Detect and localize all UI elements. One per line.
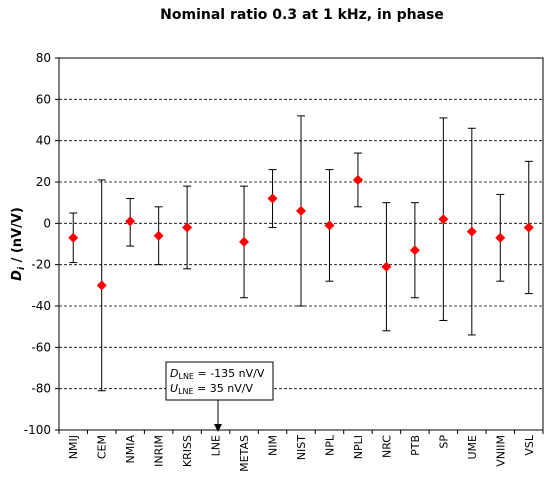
x-tick-label: METAS: [238, 435, 251, 472]
y-tick-label: 80: [36, 51, 51, 65]
annotation-arrow-head: [214, 424, 222, 432]
data-points: [68, 174, 534, 291]
data-point: [495, 232, 506, 243]
annotation-subscript-1: LNE: [178, 372, 194, 381]
y-tick-label: 20: [36, 175, 51, 189]
data-point: [296, 205, 306, 216]
annotation-line-1: DLNE = -135 nV/V: [170, 367, 265, 381]
y-tick-label: -40: [31, 299, 51, 313]
y-tick-label: 40: [36, 134, 51, 148]
x-tick-label: PTB: [409, 435, 422, 456]
x-tick-label: NPL: [323, 434, 336, 456]
data-point: [523, 222, 534, 233]
x-axis: NMIJ CEM NMIA INRIM KRISS LNE METAS NIM NIST NPL N…: [58, 430, 544, 472]
annotation-symbol-d: D: [170, 367, 178, 380]
data-point: [381, 261, 392, 272]
y-tick-label: 0: [43, 216, 51, 230]
data-point: [438, 214, 449, 225]
x-tick-label: NRC: [380, 435, 393, 458]
y-tick-label: 60: [36, 92, 51, 106]
x-tick-label: KRISS: [181, 435, 194, 467]
x-tick-label: NIM: [267, 435, 280, 456]
data-point: [153, 230, 164, 241]
x-tick-label: CEM: [96, 435, 109, 459]
y-axis-label-unit: / (nV/V): [10, 207, 25, 267]
x-tick-label: NMIJ: [67, 435, 80, 459]
annotation-symbol-u: U: [170, 382, 178, 395]
x-tick-label: UME: [466, 435, 479, 460]
x-tick-label: NMIA: [124, 435, 137, 464]
x-tick-label: VSL: [523, 434, 536, 456]
data-point: [352, 174, 363, 185]
data-point: [239, 236, 250, 247]
y-tick-label: -60: [31, 340, 51, 354]
x-tick-label: SP: [437, 435, 450, 449]
data-point: [182, 222, 193, 233]
data-point: [409, 245, 420, 256]
data-point: [466, 226, 477, 237]
y-tick-label: -20: [31, 258, 51, 272]
annotation-line-2: ULNE = 35 nV/V: [170, 382, 253, 396]
data-point: [324, 220, 335, 231]
x-tick-label: INRIM: [153, 435, 166, 467]
x-tick-label: VNIIM: [494, 435, 507, 467]
x-tick-label: NIST: [295, 435, 308, 460]
annotation-value-2: = 35 nV/V: [194, 382, 254, 395]
y-axis-label-symbol: D: [10, 270, 25, 281]
y-axis-label-subscript: i: [17, 266, 27, 270]
data-point: [125, 216, 136, 227]
error-bars: [69, 115, 533, 392]
x-tick-label: LNE: [210, 435, 223, 456]
annotation-subscript-2: LNE: [178, 387, 194, 396]
data-point: [68, 232, 79, 243]
y-tick-label: -100: [24, 423, 51, 437]
chart-title: Nominal ratio 0.3 at 1 kHz, in phase: [160, 7, 444, 23]
y-tick-label: -80: [31, 382, 51, 396]
annotation-value-1: = -135 nV/V: [194, 367, 265, 380]
data-point: [267, 193, 278, 204]
data-point: [96, 280, 107, 291]
y-axis-label: Di / (nV/V): [10, 207, 27, 281]
plot-area: [58, 57, 544, 431]
x-tick-label: NPLI: [352, 435, 365, 459]
lne-annotation: DLNE = -135 nV/V ULNE = 35 nV/V: [165, 361, 274, 432]
y-axis: -100 -80 -60 -40 -20 0 20 40 60 80: [24, 51, 59, 437]
annotation-box: [165, 361, 274, 401]
